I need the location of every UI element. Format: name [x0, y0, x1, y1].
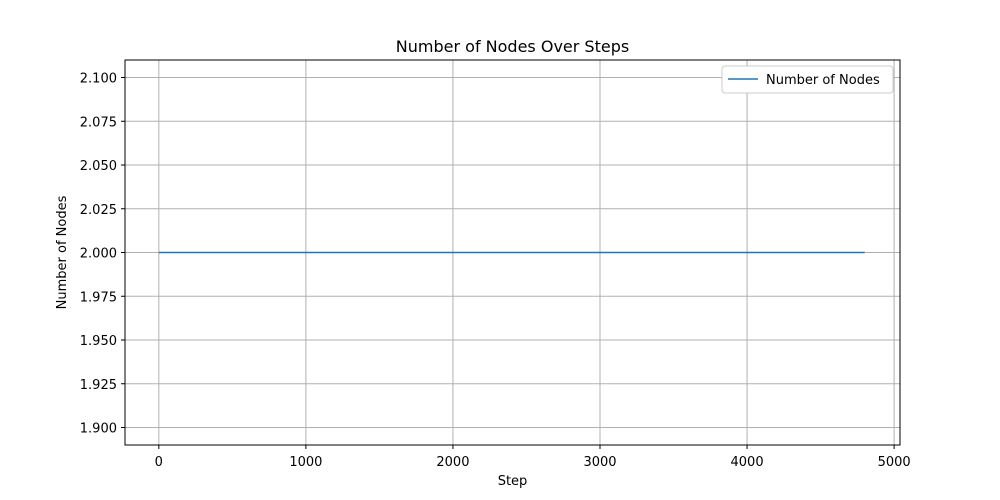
x-axis-label: Step — [498, 474, 528, 489]
x-tick-label: 5000 — [878, 455, 911, 470]
y-tick-label: 2.000 — [80, 247, 117, 262]
y-tick-label: 2.100 — [80, 72, 117, 87]
y-tick-label: 1.975 — [80, 290, 117, 305]
y-tick-label: 1.900 — [80, 422, 117, 437]
y-axis-label: Number of Nodes — [55, 195, 70, 309]
x-tick-label: 2000 — [436, 455, 469, 470]
y-tick-label: 2.075 — [80, 115, 117, 130]
tick-layer: 0 1000 2000 3000 4000 5000 1.900 1.925 1.950 1.97… — [80, 72, 911, 471]
x-tick-label: 4000 — [731, 455, 764, 470]
y-tick-label: 2.025 — [80, 203, 117, 218]
y-tick-label: 2.050 — [80, 159, 117, 174]
x-tick-label: 1000 — [289, 455, 322, 470]
y-tick-label: 1.925 — [80, 378, 117, 393]
x-tick-label: 3000 — [583, 455, 616, 470]
x-tick-label: 0 — [155, 455, 163, 470]
legend-entry-label: Number of Nodes — [766, 73, 880, 88]
y-tick-label: 1.950 — [80, 334, 117, 349]
legend: Number of Nodes — [721, 65, 894, 94]
legend-box — [721, 65, 894, 94]
chart-title: Number of Nodes Over Steps — [396, 37, 629, 56]
